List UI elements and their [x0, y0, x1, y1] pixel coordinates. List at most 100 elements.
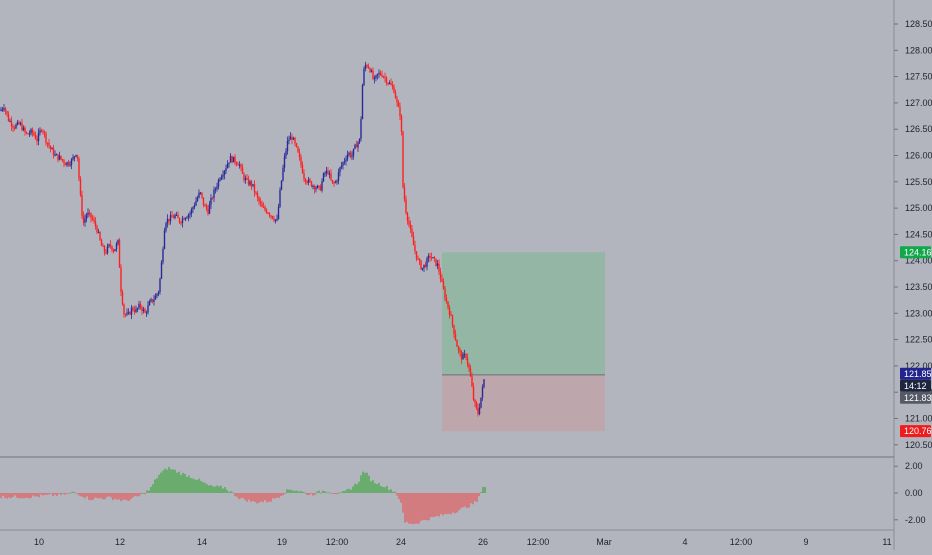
target-price-label: 124.16: [904, 247, 932, 257]
osc-bar-negative: [20, 493, 22, 499]
up-candle: [363, 66, 365, 87]
up-candle: [192, 206, 194, 213]
down-candle: [141, 305, 143, 315]
price-tick-label: 122.00: [905, 361, 932, 371]
osc-bar-positive: [342, 491, 344, 493]
down-candle: [472, 382, 475, 402]
osc-bar-positive: [228, 491, 230, 493]
current-price-tag: 121.85: [900, 367, 932, 380]
candle-body: [316, 185, 319, 188]
down-candle: [433, 256, 436, 263]
up-candle: [316, 184, 319, 189]
osc-bar-negative: [6, 493, 8, 499]
candle-body: [160, 262, 163, 279]
candle-body: [300, 156, 302, 165]
osc-bar-positive: [216, 485, 218, 493]
down-candle: [405, 195, 407, 215]
down-candle: [67, 159, 70, 167]
candle-body: [454, 334, 457, 341]
up-candle: [9, 118, 11, 123]
osc-bar-negative: [250, 493, 252, 502]
candle-body: [117, 239, 119, 244]
oscillator-scale[interactable]: 2.00 0.00 -2.00: [894, 461, 926, 525]
candle-body: [24, 127, 26, 133]
down-candle: [25, 131, 28, 135]
osc-bar-positive: [182, 472, 184, 493]
down-candle: [400, 114, 403, 136]
candle-body: [3, 108, 5, 110]
candle-body: [27, 133, 29, 135]
candle-body: [457, 346, 460, 350]
osc-bar-positive: [180, 474, 182, 493]
candle-body: [441, 278, 443, 282]
osc-bar-positive: [286, 489, 288, 493]
candle-body: [376, 73, 379, 76]
up-candle: [84, 214, 86, 227]
osc-bar-negative: [434, 493, 436, 517]
down-candle: [306, 180, 308, 185]
candle-body: [250, 181, 253, 186]
down-candle: [168, 218, 170, 226]
up-candle: [321, 178, 323, 193]
candle-body: [22, 127, 25, 131]
candle-body: [280, 180, 283, 190]
up-candle: [195, 196, 197, 206]
candle-body: [177, 214, 179, 218]
osc-bar-negative: [428, 493, 430, 521]
up-candle: [193, 202, 196, 210]
osc-bar-negative: [24, 493, 26, 499]
candle-body: [333, 182, 335, 184]
down-candle: [270, 214, 272, 220]
down-candle: [294, 136, 296, 147]
candle-body: [298, 152, 301, 157]
candle-body: [79, 178, 82, 196]
oscillator-histogram: [0, 466, 486, 525]
osc-bar-positive: [328, 492, 330, 494]
down-candle: [241, 163, 244, 174]
down-candle: [454, 329, 457, 341]
candle-body: [100, 239, 103, 246]
candle-body: [459, 349, 461, 353]
up-candle: [130, 304, 133, 320]
down-candle: [24, 125, 26, 136]
countdown-tag-bg: [900, 379, 931, 392]
candle-body: [102, 245, 104, 247]
osc-bar-negative: [134, 493, 136, 496]
osc-bar-positive: [194, 479, 196, 493]
stop-loss-zone[interactable]: [442, 374, 605, 432]
osc-bar-negative: [30, 493, 32, 498]
profit-target-zone[interactable]: [442, 252, 605, 375]
osc-bar-negative: [44, 493, 46, 495]
time-scale[interactable]: 10 12 14 19 12:00 24 26 12:00 Mar 4 12:00 9 11: [34, 537, 892, 547]
up-candle: [228, 162, 230, 168]
osc-bar-positive: [316, 491, 318, 493]
candle-body: [193, 205, 196, 208]
time-tick-label: 4: [682, 537, 687, 547]
up-candle: [159, 277, 161, 295]
up-candle: [106, 243, 109, 255]
up-candle: [348, 151, 350, 157]
candle-body: [268, 213, 271, 216]
candle-body: [403, 187, 406, 200]
down-candle: [151, 299, 154, 304]
down-candle: [46, 142, 49, 148]
candle-body: [189, 213, 191, 215]
down-candle: [310, 180, 313, 188]
up-candle: [364, 61, 367, 72]
osc-bar-negative: [470, 493, 472, 504]
price-tick-label: 127.50: [905, 72, 932, 82]
up-candle: [252, 184, 254, 188]
osc-bar-positive: [208, 485, 210, 493]
osc-bar-negative: [42, 493, 44, 496]
candle-body: [196, 197, 199, 201]
candle-body: [462, 354, 464, 360]
candle-body: [385, 77, 388, 83]
up-candle: [97, 228, 100, 234]
osc-bar-positive: [146, 490, 148, 493]
down-candle: [265, 208, 268, 214]
candle-body: [145, 312, 148, 314]
candle-body: [253, 184, 256, 193]
down-candle: [180, 221, 182, 226]
